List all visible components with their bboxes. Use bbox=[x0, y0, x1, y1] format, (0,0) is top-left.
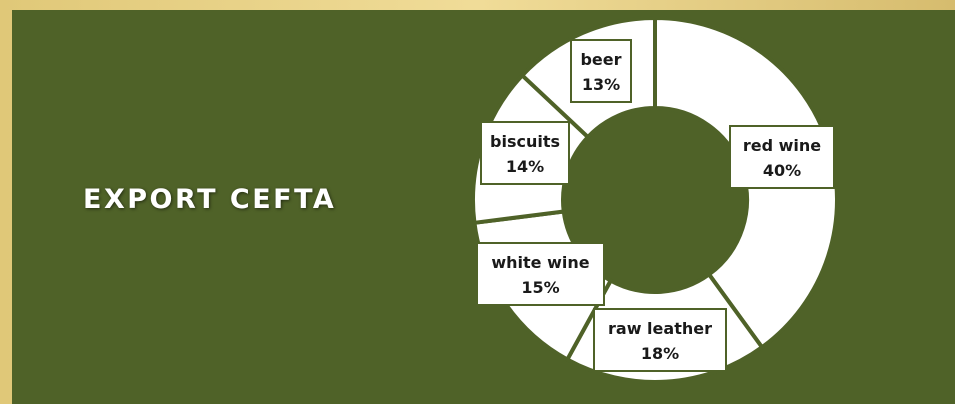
category-label: biscuits bbox=[490, 132, 560, 151]
data-label-beer: beer 13% bbox=[570, 39, 632, 103]
category-label: beer bbox=[580, 50, 621, 69]
data-label-box bbox=[593, 308, 727, 372]
data-label-box bbox=[570, 39, 632, 103]
data-label-red-wine: red wine 40% bbox=[729, 125, 835, 189]
category-label: white wine bbox=[491, 253, 589, 272]
category-label: red wine bbox=[743, 136, 821, 155]
data-label-raw-leather: raw leather 18% bbox=[593, 308, 727, 372]
value-label: 18% bbox=[641, 344, 679, 363]
value-label: 40% bbox=[763, 161, 801, 180]
data-label-white-wine: white wine 15% bbox=[476, 242, 605, 306]
donut-labels: red wine 40% raw leather 18% white wine 15% bi… bbox=[476, 39, 835, 372]
value-label: 15% bbox=[521, 278, 559, 297]
value-label: 13% bbox=[582, 75, 620, 94]
data-label-box bbox=[476, 242, 605, 306]
data-label-box bbox=[480, 121, 570, 185]
value-label: 14% bbox=[506, 157, 544, 176]
data-label-box bbox=[729, 125, 835, 189]
data-label-biscuits: biscuits 14% bbox=[480, 121, 570, 185]
chart-title: EXPORT CEFTA bbox=[83, 184, 337, 215]
category-label: raw leather bbox=[608, 319, 712, 338]
